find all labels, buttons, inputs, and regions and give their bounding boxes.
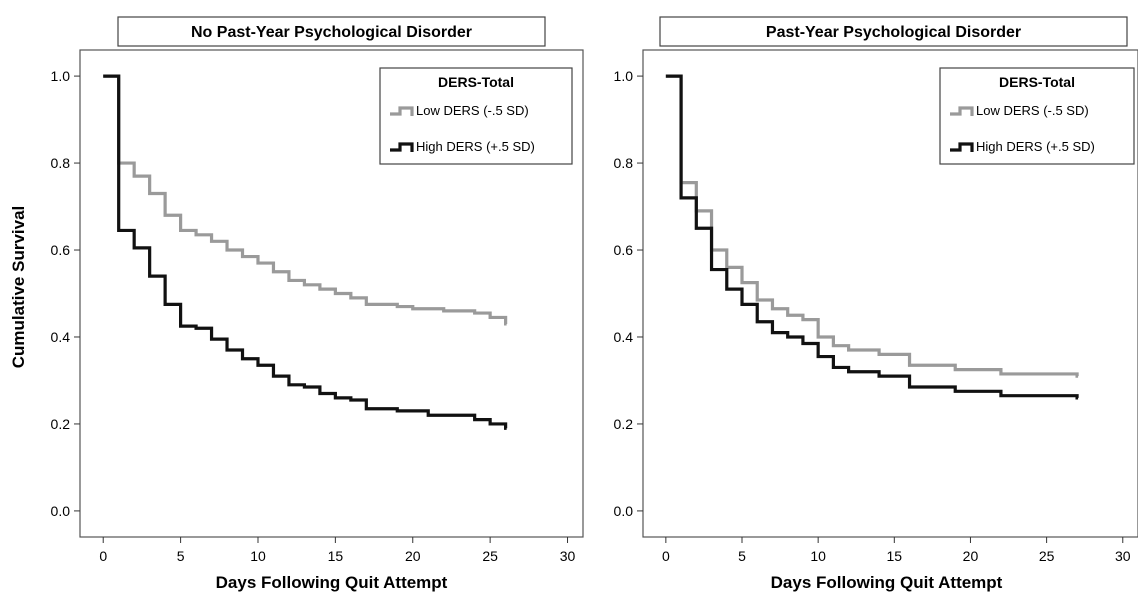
series-line-low-ders <box>103 74 508 326</box>
legend-entry: Low DERS (-.5 SD) <box>416 103 529 118</box>
legend-swatch <box>950 142 974 152</box>
x-axis-label: Days Following Quit Attempt <box>216 573 448 592</box>
y-tick-label: 1.0 <box>614 68 634 84</box>
x-tick-label: 5 <box>738 548 746 564</box>
x-tick-label: 0 <box>99 548 107 564</box>
panel-title-box <box>117 16 546 47</box>
y-tick-label: 0.8 <box>614 155 634 171</box>
x-tick-label: 15 <box>887 548 903 564</box>
x-tick-label: 20 <box>405 548 421 564</box>
y-tick-label: 1.0 <box>51 68 71 84</box>
legend-entry: High DERS (+.5 SD) <box>416 139 535 154</box>
plot-frame <box>79 49 584 538</box>
plot-frame <box>642 49 1138 538</box>
y-tick-label: 0.4 <box>614 329 634 345</box>
x-tick-label: 0 <box>662 548 670 564</box>
x-tick-label: 25 <box>482 548 498 564</box>
x-tick-label: 10 <box>250 548 266 564</box>
x-tick-label: 10 <box>810 548 826 564</box>
y-tick-label: 0.0 <box>614 503 634 519</box>
y-tick-label: 0.8 <box>51 155 71 171</box>
y-tick-label: 0.0 <box>51 503 71 519</box>
legend-swatch <box>390 142 414 152</box>
x-tick-label: 20 <box>963 548 979 564</box>
legend-entry: Low DERS (-.5 SD) <box>976 103 1089 118</box>
y-tick-label: 0.6 <box>51 242 71 258</box>
series-line-high-ders <box>103 74 508 430</box>
y-axis-label: Cumulative Survival <box>9 206 28 369</box>
legend-title: DERS-Total <box>438 74 514 90</box>
series-line-high-ders <box>665 74 1079 400</box>
x-axis-label: Days Following Quit Attempt <box>771 573 1003 592</box>
chart-panel-no-disorder: No Past-Year Psychological Disorder 0.0 0.… <box>51 16 584 592</box>
y-tick-label: 0.6 <box>614 242 634 258</box>
y-tick-label: 0.4 <box>51 329 71 345</box>
x-tick-label: 30 <box>560 548 576 564</box>
y-tick-label: 0.2 <box>51 416 71 432</box>
legend-entry: High DERS (+.5 SD) <box>976 139 1095 154</box>
chart-panel-disorder: Past-Year Psychological Disorder 0.0 0.2 0.… <box>614 16 1138 592</box>
legend-swatch <box>390 106 414 116</box>
x-tick-label: 5 <box>177 548 185 564</box>
legend-title: DERS-Total <box>999 74 1075 90</box>
x-tick-label: 25 <box>1039 548 1055 564</box>
legend-swatch <box>950 106 974 116</box>
y-tick-label: 0.2 <box>614 416 634 432</box>
x-tick-label: 15 <box>328 548 344 564</box>
x-tick-label: 30 <box>1115 548 1131 564</box>
panel-title: Past-Year Psychological Disorder <box>766 24 1021 41</box>
panel-title-box <box>659 16 1128 47</box>
panel-title: No Past-Year Psychological Disorder <box>191 24 472 41</box>
